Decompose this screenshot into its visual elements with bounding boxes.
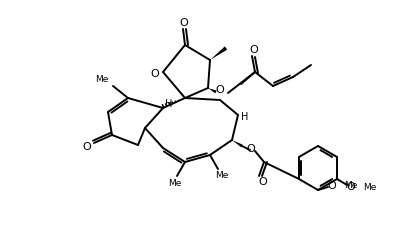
Text: Me: Me [344,181,357,190]
Text: H: H [165,99,173,109]
Text: O: O [259,177,267,187]
Text: O: O [150,69,159,79]
Polygon shape [208,88,217,93]
Text: Me: Me [363,182,377,191]
Text: H: H [241,112,249,122]
Text: O: O [179,18,188,28]
Text: Me: Me [168,178,182,187]
Text: O: O [347,182,355,192]
Text: O: O [328,181,336,191]
Text: O: O [247,144,256,154]
Text: O: O [83,142,92,152]
Text: O: O [250,45,258,55]
Polygon shape [232,140,243,147]
Text: O: O [216,85,224,95]
Text: Me: Me [95,76,108,84]
Polygon shape [210,46,227,60]
Text: Me: Me [215,172,229,181]
